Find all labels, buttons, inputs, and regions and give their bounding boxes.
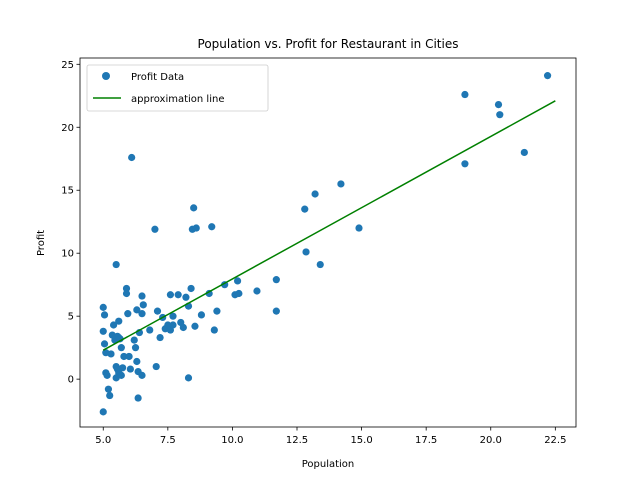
data-point	[184, 374, 193, 382]
data-point	[103, 371, 111, 379]
data-point	[197, 311, 206, 319]
approximation-line	[102, 100, 556, 351]
data-point	[191, 322, 199, 330]
data-point	[461, 90, 469, 99]
data-point	[130, 336, 138, 344]
data-point	[128, 153, 136, 162]
data-point	[125, 352, 133, 361]
y-tick-label: 15	[61, 186, 74, 197]
data-point	[311, 190, 319, 198]
data-point	[166, 291, 175, 299]
data-point	[138, 371, 146, 379]
data-point	[210, 326, 218, 334]
data-point	[100, 340, 109, 348]
data-point	[156, 333, 164, 342]
data-point	[272, 276, 280, 284]
data-point	[104, 385, 113, 393]
data-point	[109, 321, 118, 329]
data-point	[461, 160, 469, 168]
data-point	[138, 310, 146, 318]
y-tick-label: 5	[68, 312, 74, 323]
x-tick-label: 10.0	[221, 435, 243, 446]
data-point	[112, 260, 120, 269]
data-point	[107, 350, 115, 358]
data-point	[119, 364, 127, 372]
data-point	[187, 284, 195, 293]
data-point	[152, 362, 160, 371]
data-point	[106, 391, 114, 400]
data-point	[253, 287, 261, 295]
data-point	[205, 289, 213, 298]
data-point	[213, 307, 221, 315]
data-point	[99, 303, 107, 311]
data-point	[192, 224, 200, 232]
data-point	[233, 277, 242, 285]
x-tick-label: 7.5	[160, 435, 176, 446]
data-point	[115, 317, 123, 325]
data-point	[100, 311, 109, 319]
data-point	[139, 301, 147, 309]
x-axis-label: Population	[302, 459, 355, 470]
data-point	[133, 306, 141, 314]
x-tick-label: 12.5	[286, 435, 308, 446]
legend: Profit Data approximation line	[86, 64, 269, 112]
data-point	[124, 310, 132, 318]
x-tick-label: 22.5	[544, 435, 566, 446]
legend-marker-profit-data	[102, 72, 110, 80]
axes-frame	[79, 57, 577, 428]
data-point	[494, 101, 503, 109]
data-point	[301, 205, 309, 213]
data-point	[169, 312, 177, 320]
x-tick-label: 5.0	[95, 435, 111, 446]
data-point	[316, 260, 324, 269]
data-point	[169, 321, 177, 329]
x-tick-label: 17.5	[415, 435, 437, 446]
y-axis-label: Profit	[36, 230, 47, 256]
data-point	[138, 292, 146, 300]
data-point	[174, 291, 182, 299]
data-point	[117, 371, 125, 379]
data-point	[235, 289, 243, 298]
data-point	[99, 408, 107, 416]
data-point	[146, 326, 154, 334]
data-point	[122, 289, 131, 298]
data-point	[272, 307, 280, 315]
plot-area	[99, 72, 556, 416]
y-tick-label: 20	[61, 123, 74, 134]
data-point	[302, 248, 310, 256]
data-point	[122, 284, 131, 293]
data-point	[120, 352, 128, 361]
data-point	[131, 344, 140, 352]
data-point	[179, 323, 187, 332]
data-point	[134, 394, 142, 402]
data-point	[133, 357, 141, 366]
data-point	[182, 293, 190, 301]
data-point	[126, 365, 134, 373]
y-tick-label: 25	[61, 60, 74, 71]
y-tick-label: 0	[68, 375, 74, 386]
data-point	[355, 224, 363, 232]
y-tick-label: 10	[61, 249, 74, 260]
data-point	[337, 180, 345, 188]
data-point	[543, 72, 552, 80]
chart-title: Population vs. Profit for Restaurant in …	[198, 37, 459, 51]
data-point	[190, 204, 198, 212]
data-point	[153, 307, 162, 315]
data-point	[151, 225, 159, 233]
legend-box	[86, 64, 269, 112]
data-point	[520, 148, 528, 157]
data-point	[117, 344, 125, 352]
legend-label-approximation-line: approximation line	[131, 94, 224, 105]
x-tick-label: 20.0	[480, 435, 502, 446]
axis-ticks: 5.0 7.5 10.0 12.5 15.0 17.5 20.0 22.5 0 5 10 15 20 25	[61, 60, 566, 446]
data-point	[496, 111, 504, 119]
data-point	[99, 327, 107, 335]
data-point	[208, 223, 216, 231]
x-tick-label: 15.0	[350, 435, 372, 446]
legend-label-profit-data: Profit Data	[131, 72, 184, 83]
